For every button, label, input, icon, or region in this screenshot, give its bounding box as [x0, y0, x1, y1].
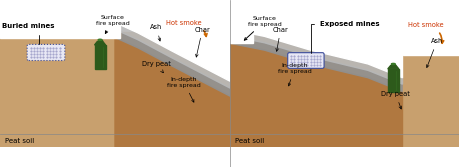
Text: Char: Char	[272, 27, 288, 51]
Polygon shape	[387, 66, 398, 69]
Ellipse shape	[391, 63, 394, 64]
Text: Peat soil: Peat soil	[234, 138, 263, 144]
Polygon shape	[230, 29, 402, 84]
Text: Ash: Ash	[150, 24, 162, 41]
Text: Ash: Ash	[425, 38, 442, 67]
Polygon shape	[230, 43, 402, 147]
Polygon shape	[230, 20, 402, 78]
Text: Surface
fire spread: Surface fire spread	[95, 15, 129, 33]
Text: In-depth
fire spread: In-depth fire spread	[277, 63, 311, 86]
Bar	[95, 45, 106, 68]
Polygon shape	[230, 36, 402, 92]
Polygon shape	[115, 29, 230, 96]
Polygon shape	[95, 42, 106, 45]
FancyBboxPatch shape	[287, 53, 323, 68]
Bar	[230, 20, 241, 43]
Text: Hot smoke: Hot smoke	[407, 22, 443, 43]
Bar	[391, 64, 394, 66]
Text: Dry peat: Dry peat	[381, 91, 409, 109]
Bar	[0, 19, 119, 38]
FancyBboxPatch shape	[27, 44, 65, 60]
Text: Buried mines: Buried mines	[2, 23, 55, 44]
Bar	[230, 20, 252, 43]
Text: Exposed mines: Exposed mines	[310, 21, 379, 53]
Text: Dry peat: Dry peat	[142, 61, 170, 73]
Bar	[387, 69, 398, 92]
Text: (b): (b)	[337, 24, 351, 34]
Polygon shape	[115, 20, 230, 81]
Ellipse shape	[98, 39, 102, 40]
Polygon shape	[115, 38, 230, 147]
Bar	[402, 20, 459, 55]
Bar	[98, 40, 102, 42]
Bar	[0, 19, 119, 38]
Polygon shape	[115, 23, 230, 88]
Text: Char: Char	[194, 27, 210, 57]
Text: (a): (a)	[108, 24, 122, 34]
Text: Surface
fire spread: Surface fire spread	[244, 16, 281, 40]
Text: In-depth
fire spread: In-depth fire spread	[167, 77, 201, 102]
Text: Hot smoke: Hot smoke	[166, 20, 207, 36]
Text: Peat soil: Peat soil	[5, 138, 34, 144]
Bar	[402, 32, 459, 92]
